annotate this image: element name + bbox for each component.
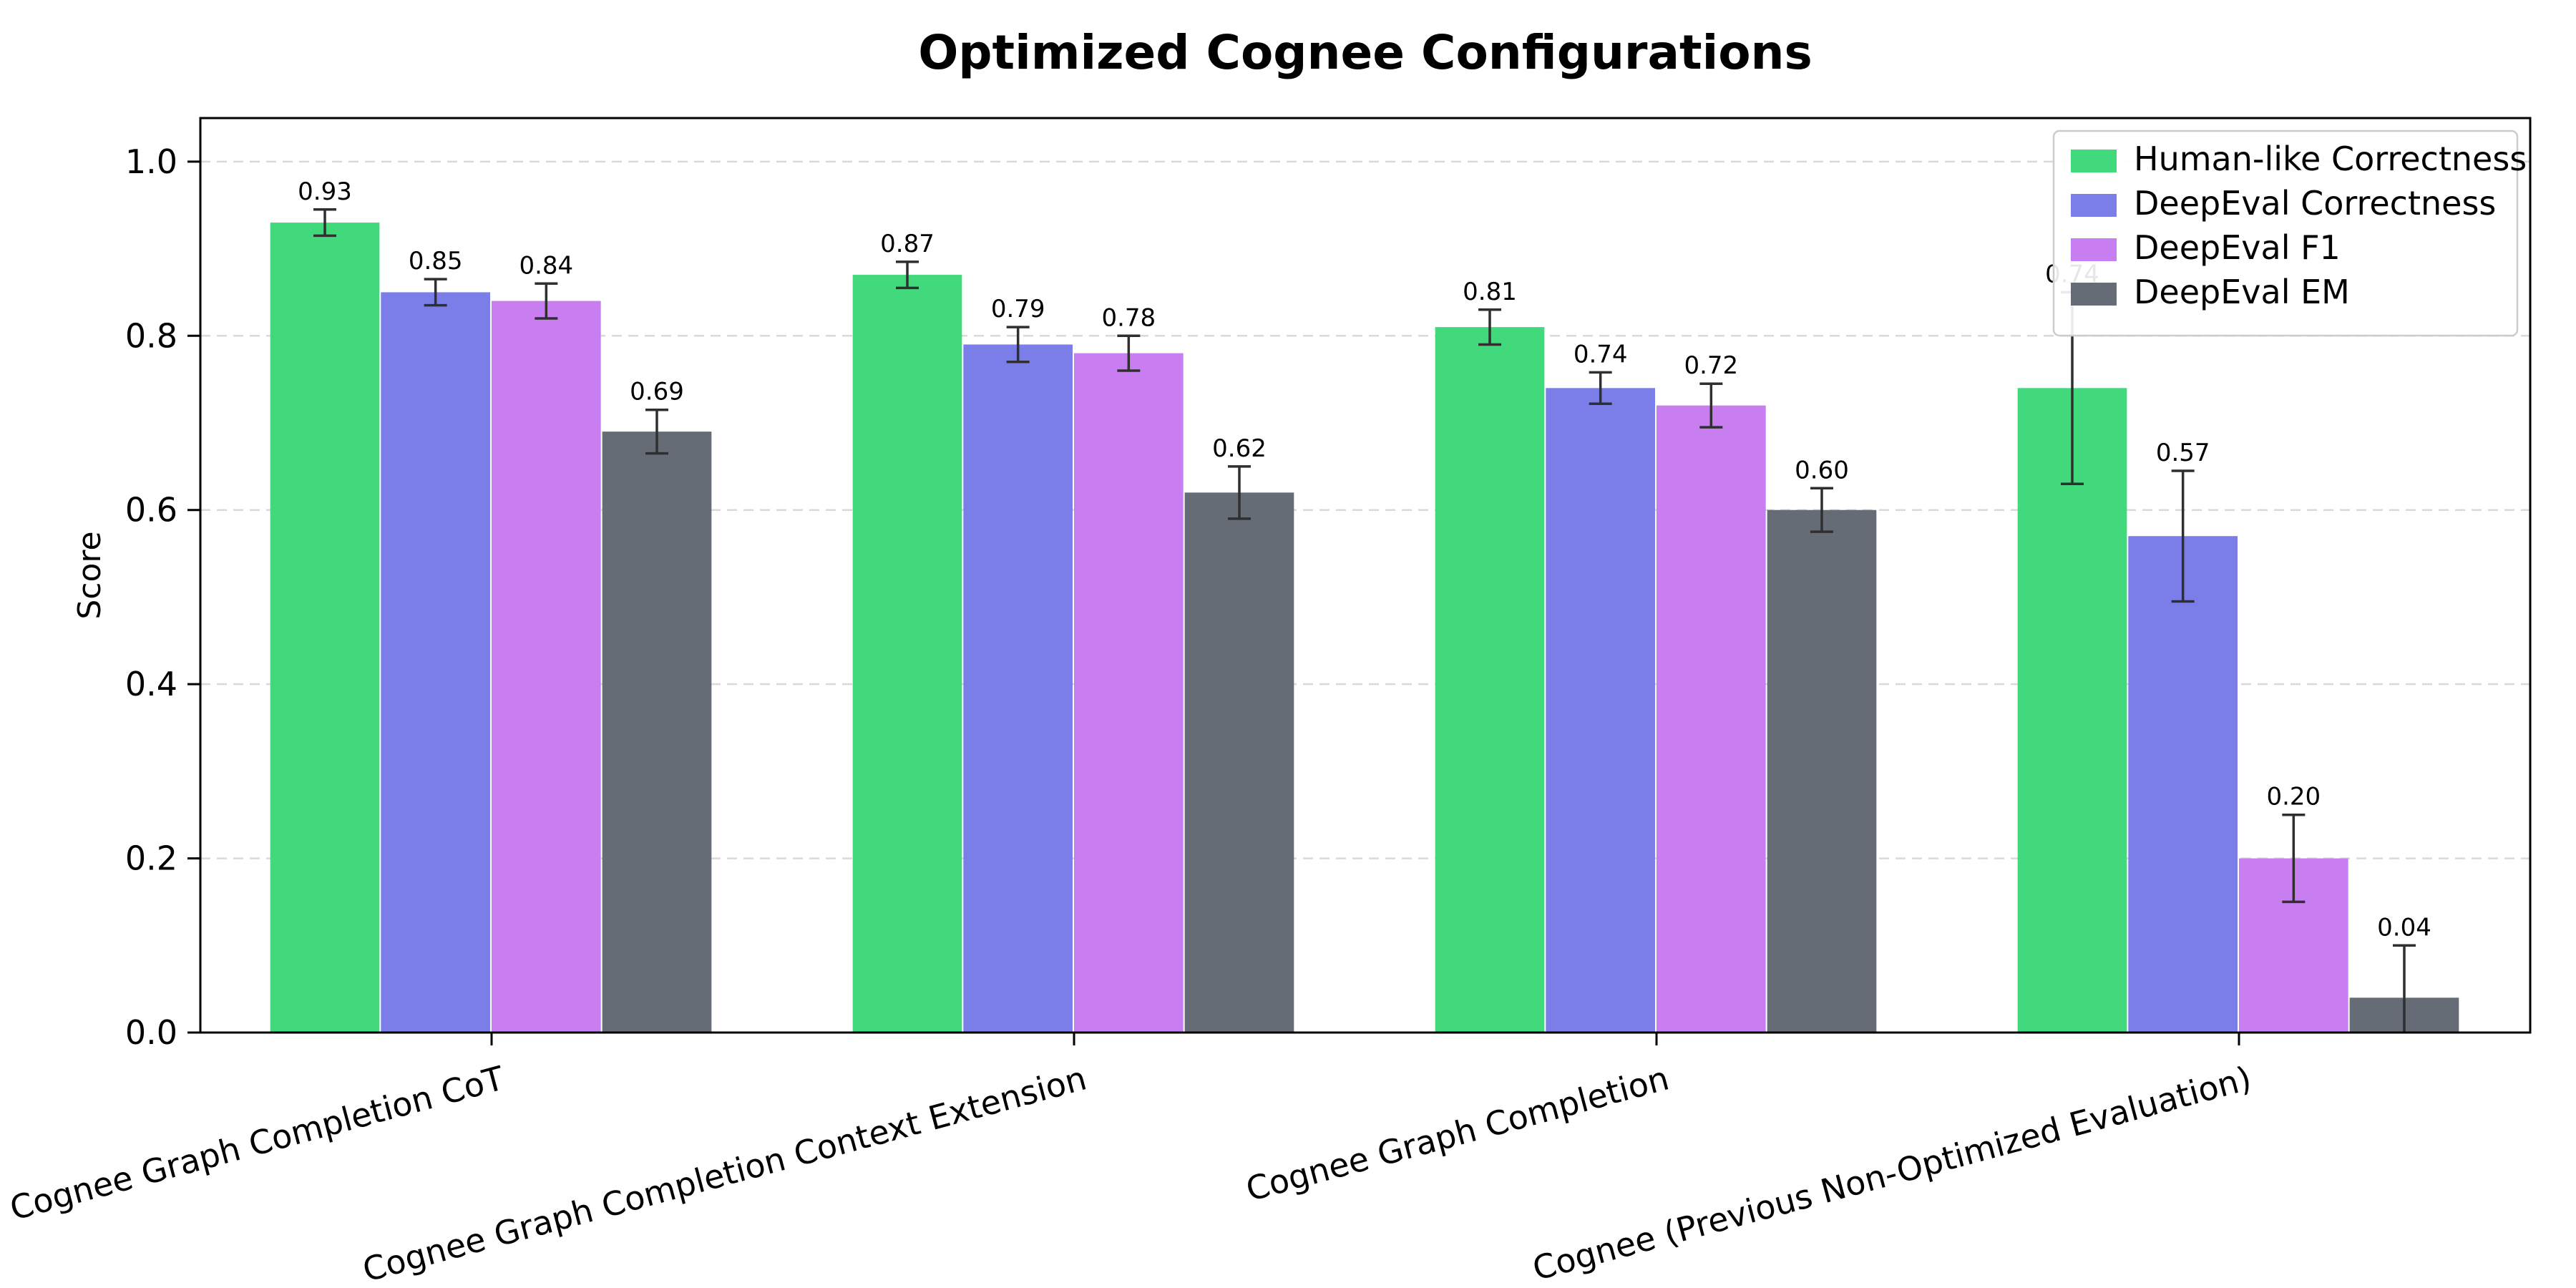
legend-label: Human-like Correctness: [2134, 140, 2527, 178]
bar: [1546, 388, 1655, 1033]
y-tick-label: 0.6: [125, 491, 177, 530]
y-tick-label: 1.0: [125, 142, 177, 181]
bar: [602, 431, 712, 1033]
bar-value-label: 0.74: [1574, 340, 1628, 369]
bars-group: [270, 223, 2459, 1033]
legend-label: DeepEval Correctness: [2134, 184, 2496, 223]
x-tick-label: Cognee Graph Completion: [1242, 1058, 1673, 1209]
bar: [381, 292, 490, 1033]
bar-value-label: 0.20: [2266, 783, 2321, 811]
bar-value-label: 0.60: [1795, 456, 1849, 484]
bar-value-label: 0.57: [2156, 439, 2210, 467]
bar: [270, 223, 380, 1033]
bar-value-label: 0.87: [880, 230, 935, 258]
bar: [1184, 492, 1294, 1033]
bar-value-label: 0.85: [409, 247, 463, 275]
legend-swatch: [2071, 194, 2117, 217]
bar: [963, 344, 1073, 1033]
bar: [1657, 405, 1766, 1033]
bar: [1074, 353, 1184, 1033]
bar-value-label: 0.81: [1463, 278, 1517, 306]
errorbars-group: [313, 208, 2416, 1033]
y-tick-label: 0.8: [125, 316, 177, 355]
bar: [492, 301, 601, 1033]
legend-swatch: [2071, 283, 2117, 306]
y-tick-label: 0.0: [125, 1013, 177, 1052]
bar-value-label: 0.72: [1684, 351, 1738, 380]
chart-title: Optimized Cognee Configurations: [918, 25, 1813, 80]
bar: [1767, 509, 1877, 1033]
legend: Human-like Correctness DeepEval Correctne…: [2052, 130, 2527, 337]
bar-value-label: 0.69: [630, 378, 684, 406]
legend-label: DeepEval F1: [2134, 228, 2341, 267]
y-tick-label: 0.4: [125, 665, 177, 703]
y-tick-label: 0.2: [125, 839, 177, 878]
legend-label: DeepEval EM: [2134, 273, 2350, 311]
bar: [2128, 536, 2238, 1033]
legend-swatch: [2071, 238, 2117, 261]
bar-value-label: 0.78: [1101, 303, 1156, 332]
bar: [852, 275, 962, 1033]
bar-value-label: 0.84: [519, 251, 573, 280]
bar-value-label: 0.62: [1212, 434, 1267, 463]
y-axis: 0.0 0.2 0.4 0.6 0.8 1.0 Score: [72, 142, 200, 1052]
bar-value-labels: 0.93 0.85 0.84 0.69 0.87 0.79 0.78 0.62 0.81 0.74…: [298, 177, 2431, 942]
bar: [1435, 327, 1545, 1033]
plot-border: [199, 117, 2532, 1034]
x-tick-label: Cognee Graph Completion CoT: [6, 1058, 509, 1228]
y-axis-title: Score: [72, 531, 108, 619]
bar-value-label: 0.93: [298, 177, 352, 206]
bar: [2017, 388, 2127, 1033]
bar-value-label: 0.79: [991, 295, 1045, 323]
legend-box: [2052, 130, 2519, 337]
bar-value-label: 0.04: [2377, 913, 2431, 942]
legend-swatch: [2071, 150, 2117, 172]
